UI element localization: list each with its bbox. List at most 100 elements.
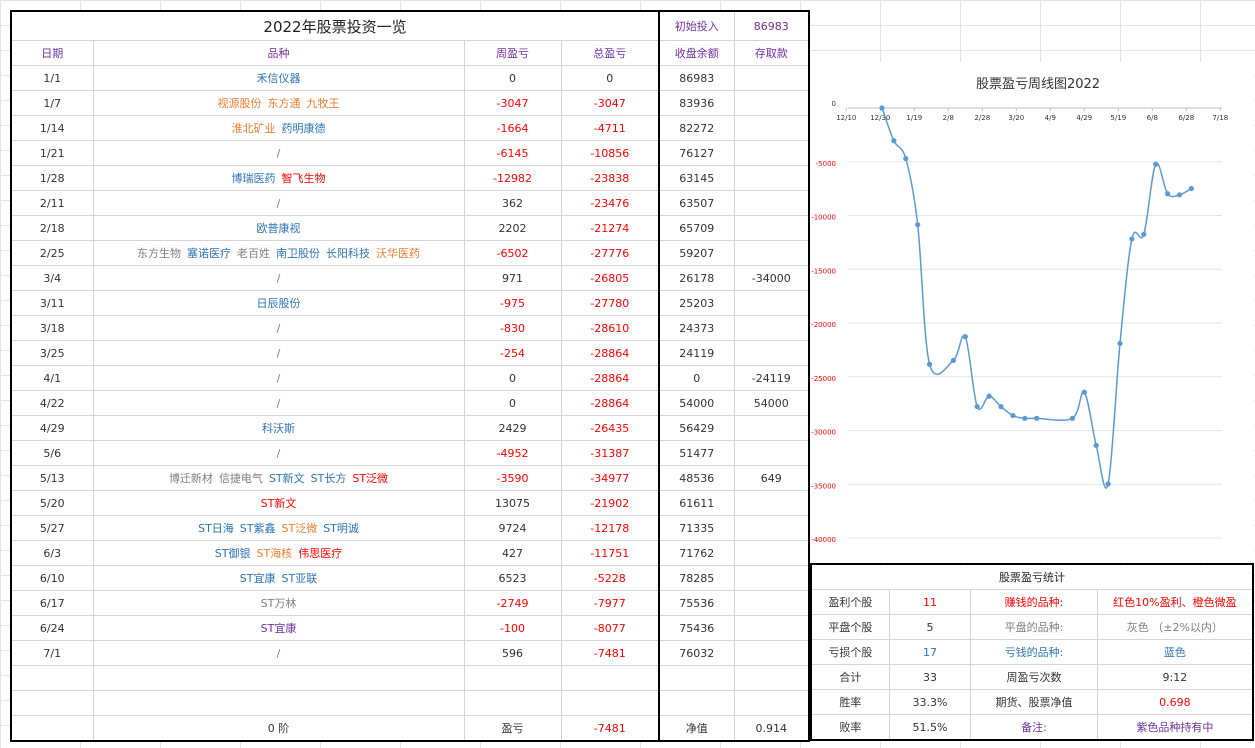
stock-name: ST长方	[310, 472, 347, 485]
data-point	[962, 334, 968, 340]
investment-table: 2022年股票投资一览 初始投入 86983 日期 品种 周盈亏 总盈亏 收盘余…	[10, 10, 810, 742]
stock-name: /	[276, 271, 281, 285]
stats-value: 33.3%	[888, 689, 972, 715]
date-cell: 2/18	[10, 215, 94, 241]
table-row: 2/18 欧普康视 2202 -21274 65709	[10, 215, 810, 241]
date-cell: 5/13	[10, 465, 94, 491]
stats-description: 红色10%盈利、橙色微盈	[1096, 589, 1254, 615]
stock-name: /	[276, 146, 281, 160]
deposit-cell	[733, 90, 810, 116]
total-pl-cell: -21274	[560, 215, 660, 241]
balance-cell: 65709	[658, 215, 735, 241]
stock-name: /	[276, 371, 281, 385]
deposit-cell	[733, 165, 810, 191]
stats-row: 败率 51.5% 备注: 紫色品种持有中	[810, 714, 1254, 741]
data-point	[1022, 415, 1028, 421]
x-tick-label: 3/20	[1008, 114, 1024, 122]
stock-name: ST新文	[260, 497, 297, 510]
deposit-cell	[733, 215, 810, 241]
stats-value: 51.5%	[888, 714, 972, 741]
week-pl-cell: 0	[463, 365, 562, 391]
deposit-cell: -24119	[733, 365, 810, 391]
deposit-cell	[733, 65, 810, 91]
total-pl-cell: -28864	[560, 390, 660, 416]
deposit-cell	[733, 190, 810, 216]
stats-value: 5	[888, 614, 972, 640]
balance-cell: 76032	[658, 640, 735, 666]
initial-investment-value: 86983	[733, 10, 810, 41]
deposit-cell	[733, 615, 810, 641]
data-point	[903, 156, 909, 162]
net-value: 0.914	[733, 715, 810, 742]
data-point	[1081, 389, 1087, 395]
stocks-cell: ST御银 ST海核 伟思医疗	[92, 540, 465, 566]
stock-name: 日辰股份	[256, 297, 301, 310]
stats-category: 期货、股票净值	[970, 689, 1098, 715]
table-row: 3/25 / -254 -28864 24119	[10, 340, 810, 366]
x-tick-label: 1/19	[906, 114, 922, 122]
deposit-cell: 649	[733, 465, 810, 491]
deposit-cell	[733, 340, 810, 366]
stocks-cell: /	[92, 340, 465, 366]
week-pl-cell: 362	[463, 190, 562, 216]
balance-cell: 26178	[658, 265, 735, 291]
stock-name: /	[276, 321, 281, 335]
chart-title: 股票盈亏周线图2022	[976, 77, 1100, 92]
stocks-cell: /	[92, 190, 465, 216]
week-pl-cell: 0	[463, 65, 562, 91]
date-cell: 5/20	[10, 490, 94, 516]
balance-cell: 76127	[658, 140, 735, 166]
stock-name: 博瑞医药	[231, 172, 276, 185]
stocks-cell: /	[92, 315, 465, 341]
deposit-cell	[733, 540, 810, 566]
balance-cell: 83936	[658, 90, 735, 116]
stocks-cell: 博瑞医药 智飞生物	[92, 165, 465, 191]
stage-cell: 0 阶	[92, 715, 465, 742]
table-row: 6/24 ST宜康 -100 -8077 75436	[10, 615, 810, 641]
balance-cell: 0	[658, 365, 735, 391]
x-tick-label: 2/28	[974, 114, 990, 122]
date-cell: 6/10	[10, 565, 94, 591]
stocks-cell: /	[92, 265, 465, 291]
total-pl-cell: -26435	[560, 415, 660, 441]
table-row: 6/17 ST万林 -2749 -7977 75536	[10, 590, 810, 616]
y-tick-label: -15000	[811, 267, 836, 275]
header-deposit: 存取款	[733, 40, 810, 66]
stock-name: /	[276, 196, 281, 210]
series-line	[881, 107, 1192, 489]
stocks-cell: 淮北矿业 药明康德	[92, 115, 465, 141]
stock-name: 塞诺医疗	[187, 247, 231, 260]
table-row: 1/7 视源股份 东方通 九牧王 -3047 -3047 83936	[10, 90, 810, 116]
x-tick-label: 5/19	[1110, 114, 1126, 122]
balance-cell: 24373	[658, 315, 735, 341]
date-cell: 4/29	[10, 415, 94, 441]
stats-label: 合计	[810, 664, 890, 690]
stocks-cell: ST新文	[92, 490, 465, 516]
table-row: 5/6 / -4952 -31387 51477	[10, 440, 810, 466]
date-cell: 6/17	[10, 590, 94, 616]
stock-name: 药明康德	[281, 122, 326, 135]
week-pl-cell: -830	[463, 315, 562, 341]
stock-name: /	[276, 396, 281, 410]
total-pl-cell: -7977	[560, 590, 660, 616]
stocks-cell: 日辰股份	[92, 290, 465, 316]
data-point	[998, 404, 1004, 410]
y-tick-label: -10000	[811, 214, 836, 222]
stock-name: 长阳科技	[326, 247, 370, 260]
total-pl-cell: -4711	[560, 115, 660, 141]
stock-name: ST新文	[268, 472, 305, 485]
deposit-cell	[733, 415, 810, 441]
stats-value: 17	[888, 639, 972, 665]
y-tick-label: -30000	[811, 429, 836, 437]
stats-value: 33	[888, 664, 972, 690]
stocks-cell: ST万林	[92, 590, 465, 616]
data-point	[986, 393, 992, 399]
data-point	[927, 361, 933, 367]
data-point	[1153, 161, 1159, 167]
balance-cell: 59207	[658, 240, 735, 266]
data-point	[950, 357, 956, 363]
date-cell: 5/6	[10, 440, 94, 466]
balance-cell: 75536	[658, 590, 735, 616]
total-pl-cell: -3047	[560, 90, 660, 116]
stock-name: ST紫鑫	[239, 522, 276, 535]
